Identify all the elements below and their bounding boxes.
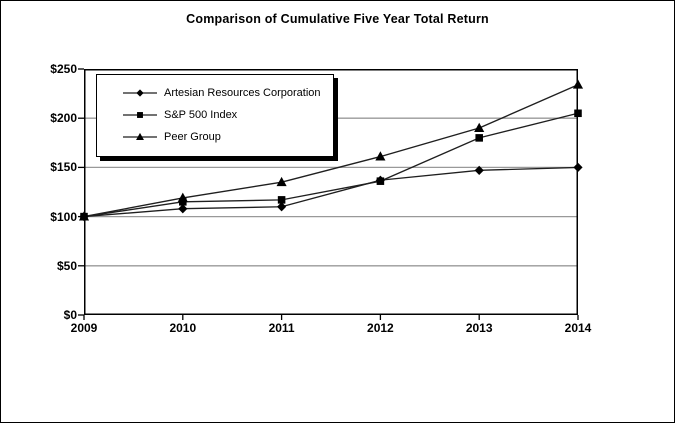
x-tick-label: 2013 (465, 321, 493, 335)
series-line-triangle (83, 84, 579, 218)
legend-item-square: S&P 500 Index (123, 104, 325, 126)
y-tick-label: $150 (50, 160, 77, 175)
data-point-square (574, 109, 582, 118)
x-tick-label: 2011 (268, 321, 295, 335)
y-tick-label: $0 (63, 308, 77, 322)
data-point-square (179, 198, 187, 206)
data-point-triangle (572, 79, 584, 89)
legend-label: S&P 500 Index (164, 109, 238, 121)
x-tick-label: 2009 (70, 321, 98, 335)
triangle-legend-icon (123, 132, 157, 141)
data-point-square (475, 134, 483, 142)
data-point-triangle (375, 151, 386, 161)
plot-frame (84, 69, 578, 315)
diamond-legend-icon (123, 89, 157, 97)
x-tick-label: 2010 (169, 321, 197, 335)
data-point-diamond (178, 204, 188, 214)
series-line-square (83, 112, 579, 218)
x-tick-label: 2012 (367, 321, 394, 335)
series-line-diamond (83, 166, 579, 218)
square-legend-icon (123, 112, 157, 118)
data-point-diamond (573, 162, 583, 172)
y-axis-tick-labels: $0 $50 $100 $150 $200 $250 (1, 1, 77, 422)
diamond-legend-marker (136, 89, 144, 97)
data-point-triangle (177, 192, 188, 202)
chart-title: Comparison of Cumulative Five Year Total… (186, 12, 489, 26)
data-point-triangle (474, 122, 485, 132)
y-tick-label: $50 (56, 258, 77, 273)
legend-item-triangle: Peer Group (123, 126, 325, 148)
legend-label: Peer Group (164, 131, 221, 143)
data-point-square (376, 177, 385, 185)
legend-label: Artesian Resources Corporation (164, 87, 321, 99)
data-point-triangle (78, 211, 90, 221)
y-tick-label: $100 (50, 209, 77, 224)
x-tick-label: 2014 (564, 321, 592, 335)
y-tick-label: $200 (50, 111, 77, 126)
data-point-triangle (276, 176, 287, 187)
legend-item-diamond: Artesian Resources Corporation (123, 82, 325, 104)
data-point-square (277, 196, 286, 204)
legend: Artesian Resources Corporation S&P 500 In… (96, 74, 334, 157)
data-point-diamond (474, 165, 484, 175)
triangle-legend-marker (136, 132, 144, 141)
y-tick-label: $250 (50, 62, 77, 76)
square-legend-marker (137, 112, 143, 118)
